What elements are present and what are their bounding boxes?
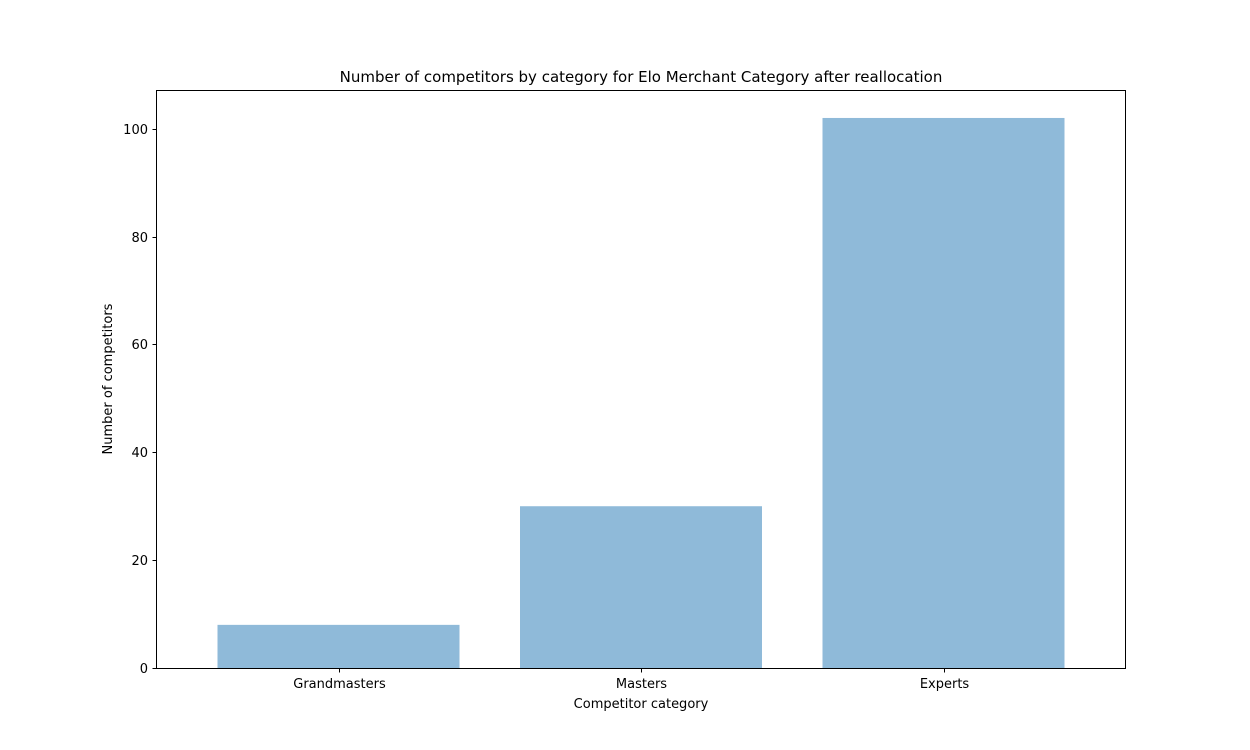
y-tick-label: 80	[131, 231, 148, 246]
y-tick-label: 100	[123, 123, 148, 138]
y-tick-label: 0	[140, 662, 148, 677]
bar-experts	[822, 117, 1065, 668]
x-tick-label-masters: Masters	[616, 677, 667, 692]
x-tick-label-experts: Experts	[920, 677, 970, 692]
bars-group	[217, 117, 1065, 668]
y-axis: 0 20 40 60 80 100	[123, 123, 157, 677]
x-axis: Grandmasters Masters Experts	[293, 668, 970, 692]
y-tick-label: 20	[131, 554, 148, 569]
x-axis-label: Competitor category	[574, 697, 709, 712]
y-axis-label: Number of competitors	[101, 303, 116, 454]
x-tick-label-grandmasters: Grandmasters	[293, 677, 386, 692]
y-tick-label: 60	[131, 338, 148, 353]
y-tick-label: 40	[131, 446, 148, 461]
chart-title: Number of competitors by category for El…	[340, 68, 943, 86]
bar-grandmasters	[217, 624, 460, 668]
bar-masters	[520, 506, 762, 668]
